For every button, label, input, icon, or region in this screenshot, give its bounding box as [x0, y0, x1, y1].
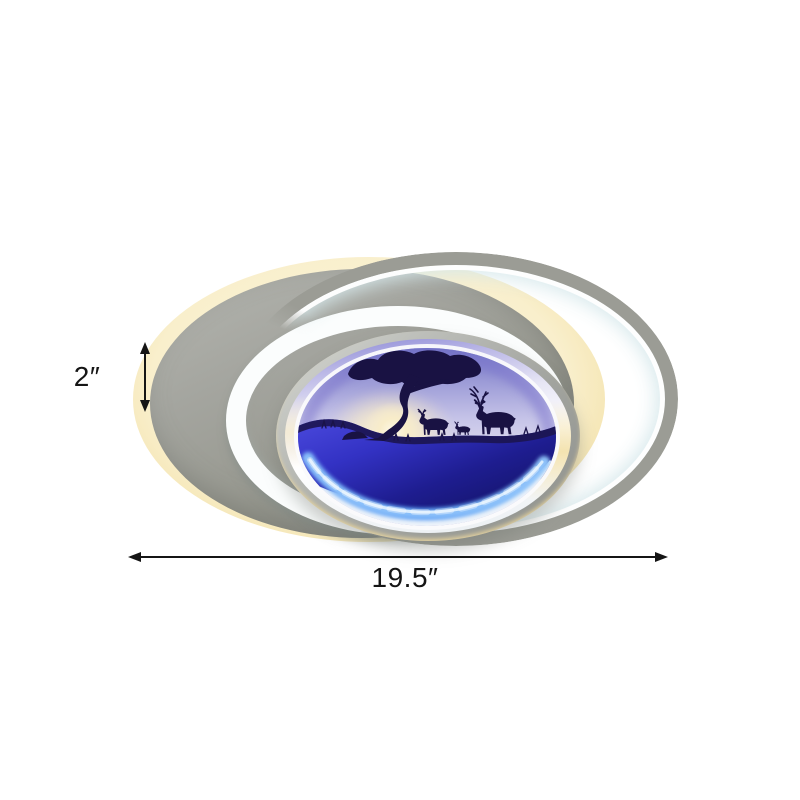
- deer-scene-art: [298, 348, 556, 526]
- arrowhead-up-icon: [140, 342, 150, 354]
- hill-crest-shadow: [298, 419, 556, 445]
- arrowhead-left-icon: [128, 552, 141, 562]
- tree-silhouette: [342, 350, 482, 441]
- deer-group: [417, 386, 517, 436]
- below-led-glow: [298, 460, 556, 526]
- resting-deer-silhouette: [342, 431, 368, 440]
- grass-tufts: [321, 418, 541, 442]
- led-arc: [302, 452, 550, 521]
- stag-antlers: [469, 386, 489, 407]
- width-dimension-label: 19.5″: [371, 562, 439, 593]
- height-dimension-line: [144, 346, 146, 408]
- deer-scene-panel: [298, 348, 556, 526]
- arrowhead-down-icon: [140, 400, 150, 412]
- width-dimension-line: [132, 556, 656, 558]
- arrowhead-right-icon: [655, 552, 668, 562]
- height-dimension-label: 2″: [73, 361, 101, 392]
